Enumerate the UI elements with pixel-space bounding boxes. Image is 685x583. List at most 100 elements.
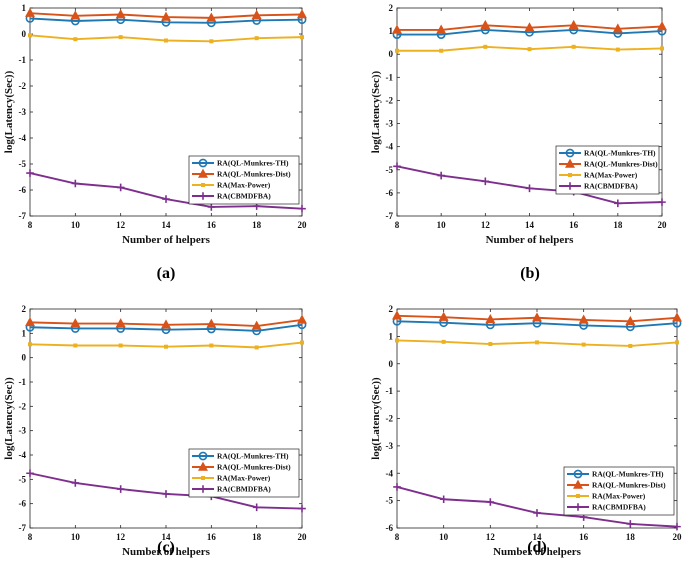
legend-marker (198, 158, 208, 168)
y-tick-label: 0 (389, 359, 394, 369)
x-tick-label: 18 (252, 532, 262, 542)
legend-entry: RA(CBMDFBA) (217, 192, 271, 201)
legend-entry: RA(CBMDFBA) (592, 503, 646, 512)
data-point (393, 483, 401, 491)
legend: RA(QL-Munkres-TH) RA(QL-Munkres-Dist) RA(M… (188, 155, 300, 205)
x-tick-label: 18 (613, 220, 623, 230)
data-point (118, 343, 123, 348)
x-tick-label: 20 (673, 532, 683, 542)
data-point (118, 35, 123, 40)
y-tick-label: 0 (22, 353, 27, 363)
data-point (28, 342, 32, 347)
x-tick-label: 16 (207, 532, 217, 542)
x-tick-label: 8 (28, 220, 33, 230)
data-point (115, 9, 126, 19)
data-point (251, 320, 262, 330)
legend-entry: RA(QL-Munkres-Dist) (217, 170, 291, 179)
legend-entry: RA(QL-Munkres-TH) (592, 470, 664, 479)
y-tick-label: -3 (386, 441, 394, 451)
legend-entry: RA(CBMDFBA) (217, 485, 271, 494)
data-point (162, 195, 170, 203)
legend-marker (576, 494, 580, 498)
legend-marker (199, 485, 207, 493)
y-tick-label: 0 (389, 49, 394, 59)
y-tick-label: -4 (19, 450, 27, 460)
data-point (535, 340, 539, 345)
x-tick-label: 8 (395, 532, 400, 542)
x-tick-label: 10 (439, 532, 449, 542)
data-point (571, 44, 576, 49)
data-point (298, 504, 306, 513)
data-point (71, 179, 80, 188)
data-point (251, 9, 262, 19)
legend-entry: RA(QL-Munkres-Dist) (584, 160, 658, 169)
y-axis-label: log(Latency(Sec)) (370, 377, 382, 460)
data-point (70, 318, 81, 328)
x-axis-label: Number of helpers (486, 234, 575, 246)
data-point (206, 12, 217, 22)
x-axis-label: Number of helpers (122, 546, 211, 558)
data-point (672, 312, 682, 322)
data-point (441, 339, 446, 344)
x-tick-label: 20 (298, 532, 308, 542)
y-tick-label: -4 (386, 468, 394, 478)
data-point (614, 199, 622, 208)
data-point (625, 315, 636, 326)
y-tick-label: -7 (19, 211, 27, 221)
y-tick-label: -4 (19, 133, 27, 143)
panel-label: (c) (157, 539, 175, 556)
data-point (483, 44, 488, 49)
x-tick-label: 16 (569, 220, 579, 230)
legend: RA(QL-Munkres-TH) RA(QL-Munkres-Dist) RA(M… (555, 145, 660, 195)
data-point (568, 19, 579, 30)
data-point (209, 39, 214, 44)
series-line-1 (397, 29, 663, 36)
x-tick-label: 16 (579, 532, 589, 542)
panel-label: (b) (520, 265, 540, 282)
x-tick-label: 18 (252, 220, 262, 230)
y-tick-label: -5 (386, 496, 394, 506)
legend-marker (574, 503, 582, 511)
data-point (524, 22, 535, 32)
legend-marker (565, 158, 575, 168)
data-point (393, 162, 401, 171)
legend-entry: RA(Max-Power) (217, 181, 271, 190)
legend-entry: RA(Max-Power) (592, 492, 646, 501)
legend-entry: RA(QL-Munkres-TH) (584, 149, 656, 158)
y-tick-label: -6 (19, 499, 27, 509)
x-tick-label: 10 (437, 220, 447, 230)
y-tick-label: -2 (19, 81, 27, 91)
y-tick-label: -2 (19, 401, 27, 411)
data-point (436, 24, 447, 34)
legend: RA(QL-Munkres-TH) RA(QL-Munkres-Dist) RA(M… (563, 466, 675, 516)
y-tick-label: -2 (386, 95, 394, 105)
data-point (533, 509, 541, 517)
data-point (254, 345, 259, 350)
x-tick-label: 20 (298, 220, 308, 230)
x-tick-label: 10 (71, 220, 81, 230)
legend-marker (199, 192, 207, 200)
data-point (207, 203, 216, 211)
data-point (28, 33, 32, 38)
legend-entry: RA(Max-Power) (217, 474, 271, 483)
data-point (300, 35, 304, 40)
x-tick-label: 8 (28, 532, 33, 542)
data-point (480, 19, 491, 30)
data-point (25, 7, 35, 17)
data-point (298, 204, 306, 213)
data-point (675, 340, 679, 345)
data-point (161, 319, 171, 329)
data-point (439, 495, 448, 504)
data-point (628, 343, 633, 348)
y-tick-label: 1 (22, 328, 27, 338)
x-tick-label: 14 (162, 532, 172, 542)
y-tick-label: -1 (386, 72, 394, 82)
data-point (673, 522, 681, 531)
x-axis-label: Number of helpers (122, 234, 211, 246)
legend-marker (566, 182, 574, 190)
legend-entry: RA(QL-Munkres-Dist) (217, 463, 291, 472)
legend-entry: RA(CBMDFBA) (584, 182, 638, 191)
x-tick-label: 18 (626, 532, 636, 542)
